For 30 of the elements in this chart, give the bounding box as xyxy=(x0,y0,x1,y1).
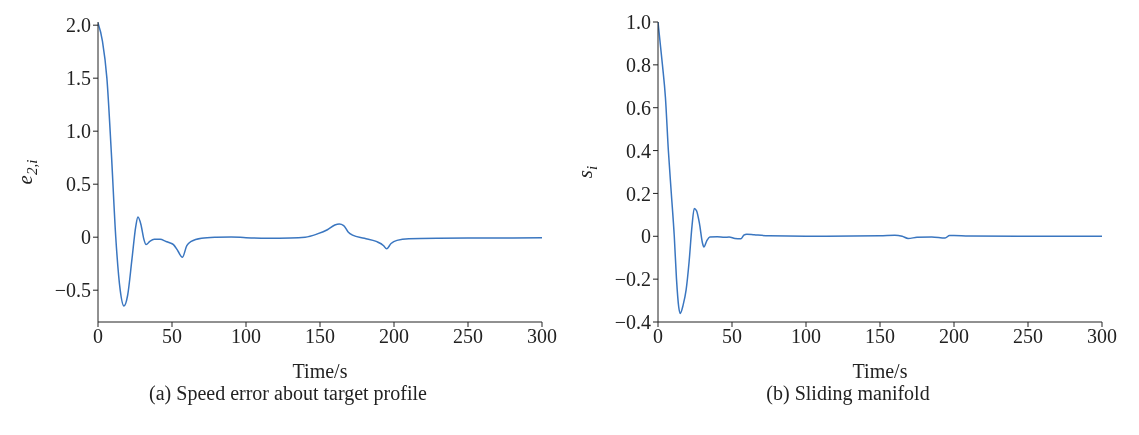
x-tick-label: 100 xyxy=(231,325,261,348)
text: (b) Sliding manifold xyxy=(765,382,931,405)
y-tick-label: 0.5 xyxy=(66,173,91,196)
text: (a) Speed error about target profile xyxy=(148,382,428,405)
y-tick-label: 1.0 xyxy=(626,11,651,34)
y-tick-label: 1.0 xyxy=(66,120,91,143)
x-tick-label: 300 xyxy=(527,325,557,348)
x-tick-label: 100 xyxy=(791,325,821,348)
y-tick-label: −0.4 xyxy=(614,311,651,334)
x-axis-title: Time/s xyxy=(852,360,908,382)
y-tick-label: 0 xyxy=(81,226,91,249)
x-axis-title: Time/s xyxy=(292,360,348,382)
x-tick-label: 50 xyxy=(162,325,182,348)
y-tick-label: 2.0 xyxy=(66,14,91,37)
y-tick-label: 0.2 xyxy=(626,182,651,205)
y-tick-label: −0.2 xyxy=(614,268,651,291)
x-tick-label: 250 xyxy=(1013,325,1043,348)
x-tick-label: 250 xyxy=(453,325,483,348)
x-tick-label: 150 xyxy=(865,325,895,348)
x-tick-label: 150 xyxy=(305,325,335,348)
x-tick-label: 50 xyxy=(722,325,742,348)
x-tick-label: 300 xyxy=(1087,325,1117,348)
y-tick-label: 0 xyxy=(641,225,651,248)
y-tick-label: 1.5 xyxy=(66,67,91,90)
y-tick-label: −0.5 xyxy=(54,279,91,302)
x-tick-label: 200 xyxy=(939,325,969,348)
y-tick-label: 0.6 xyxy=(626,96,651,119)
x-tick-label: 200 xyxy=(379,325,409,348)
y-tick-label: 0.8 xyxy=(626,53,651,76)
y-tick-label: 0.4 xyxy=(626,139,651,162)
